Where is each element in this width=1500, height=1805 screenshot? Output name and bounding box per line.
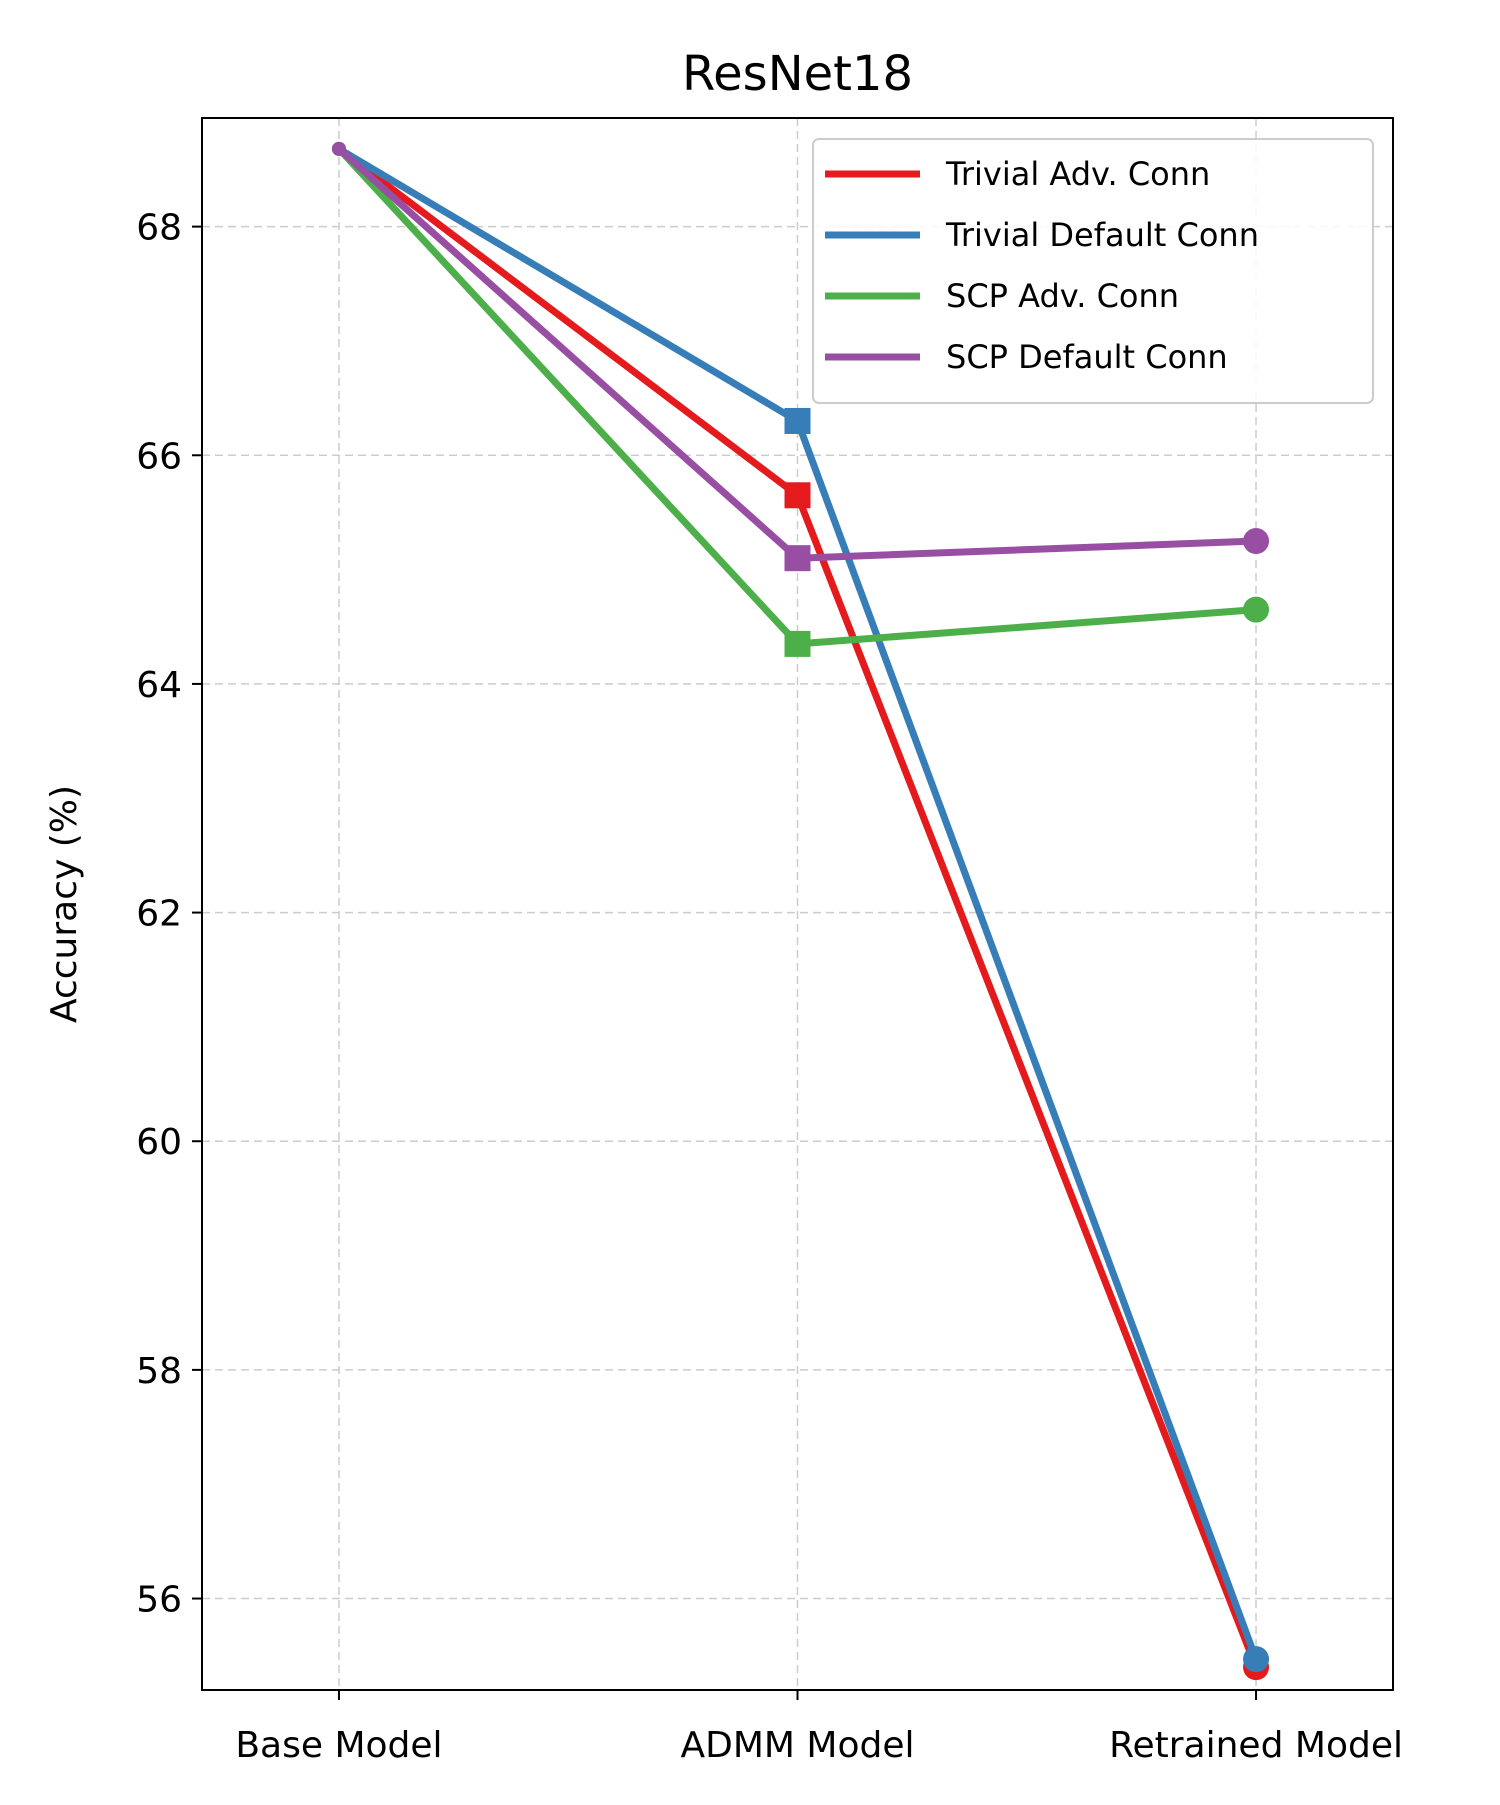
data-point: [1243, 596, 1270, 623]
data-point-square: [784, 630, 811, 657]
series-3: [331, 141, 1270, 572]
data-point: [1243, 1646, 1270, 1673]
data-point-square: [784, 545, 811, 572]
data-point: [1243, 528, 1270, 555]
series-1: [331, 141, 1270, 1673]
legend-label: SCP Adv. Conn: [946, 277, 1179, 315]
data-point-square: [784, 407, 811, 434]
legend: Trivial Adv. Conn Trivial Default Conn SCP…: [812, 138, 1374, 404]
x-tick-label: Base Model: [235, 1725, 442, 1766]
y-tick-label: 58: [136, 1351, 182, 1392]
x-tick-label: ADMM Model: [681, 1725, 915, 1766]
data-point: [331, 141, 346, 156]
data-point-square: [784, 482, 811, 509]
y-tick-label: 62: [136, 894, 182, 935]
grid: [202, 118, 1393, 1690]
y-tick-label: 68: [136, 208, 182, 249]
x-tick-label: Retrained Model: [1109, 1725, 1403, 1766]
legend-label: Trivial Default Conn: [945, 216, 1259, 254]
y-tick-label: 64: [136, 665, 182, 706]
y-axis-label: Accuracy (%): [44, 785, 85, 1023]
series-lines: [331, 141, 1270, 1681]
axes: 56 58 60 62 64 66 68 Base Model ADMM Model Retrai…: [136, 208, 1403, 1766]
y-tick-label: 56: [136, 1580, 182, 1621]
legend-box: [812, 138, 1374, 404]
chart-title: ResNet18: [682, 46, 913, 102]
legend-label: SCP Default Conn: [946, 338, 1228, 376]
legend-label: Trivial Adv. Conn: [945, 155, 1210, 193]
y-tick-label: 60: [136, 1122, 182, 1163]
y-tick-label: 66: [136, 436, 182, 477]
